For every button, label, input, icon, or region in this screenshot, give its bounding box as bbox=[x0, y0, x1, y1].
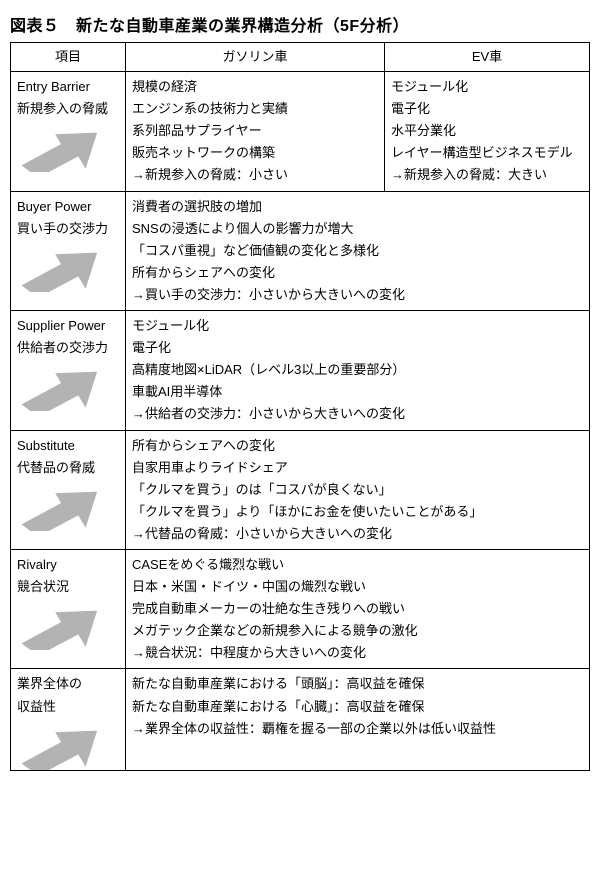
content-line: 完成自動車メーカーの壮絶な生き残りへの戦い bbox=[132, 598, 583, 620]
header-gasoline: ガソリン車 bbox=[126, 43, 385, 72]
content-line: 所有からシェアへの変化 bbox=[132, 262, 583, 284]
row-label-jp: 収益性 bbox=[17, 696, 119, 718]
content-line: レイヤー構造型ビジネスモデル bbox=[391, 142, 583, 164]
content-line: 高精度地図×LiDAR（レベル3以上の重要部分） bbox=[132, 359, 583, 381]
row-label-cell: Buyer Power買い手の交渉力 bbox=[11, 191, 126, 310]
analysis-table: 項目 ガソリン車 EV車 Entry Barrier新規参入の脅威 規模の経済エ… bbox=[10, 42, 590, 771]
trend-arrow-icon bbox=[17, 365, 107, 407]
row-label-en: Substitute bbox=[17, 435, 119, 457]
content-line: 電子化 bbox=[132, 337, 583, 359]
content-line: →新規参入の脅威：小さい bbox=[132, 164, 378, 186]
table-row: 業界全体の収益性 新たな自動車産業における「頭脳」：高収益を確保新たな自動車産業… bbox=[11, 669, 590, 770]
merged-cell: モジュール化電子化高精度地図×LiDAR（レベル3以上の重要部分）車載AI用半導… bbox=[126, 311, 590, 430]
content-line: 消費者の選択肢の増加 bbox=[132, 196, 583, 218]
content-line: SNSの浸透により個人の影響力が増大 bbox=[132, 218, 583, 240]
content-line: →業界全体の収益性：覇権を握る一部の企業以外は低い収益性 bbox=[132, 718, 583, 740]
row-label-jp: 買い手の交渉力 bbox=[17, 218, 119, 240]
gasoline-cell: 規模の経済エンジン系の技術力と実績系列部品サプライヤー販売ネットワークの構築→新… bbox=[126, 72, 385, 191]
row-label-en: Entry Barrier bbox=[17, 76, 119, 98]
trend-arrow-icon bbox=[17, 126, 107, 168]
row-label-en: Rivalry bbox=[17, 554, 119, 576]
row-label-jp: 競合状況 bbox=[17, 576, 119, 598]
row-label-en: Buyer Power bbox=[17, 196, 119, 218]
row-label-jp: 代替品の脅威 bbox=[17, 457, 119, 479]
table-row: Entry Barrier新規参入の脅威 規模の経済エンジン系の技術力と実績系列… bbox=[11, 72, 590, 191]
row-label-cell: Supplier Power供給者の交渉力 bbox=[11, 311, 126, 430]
table-row: Rivalry競合状況 CASEをめぐる熾烈な戦い日本・米国・ドイツ・中国の熾烈… bbox=[11, 549, 590, 668]
content-line: 日本・米国・ドイツ・中国の熾烈な戦い bbox=[132, 576, 583, 598]
figure-title: 図表５ 新たな自動車産業の業界構造分析（5F分析） bbox=[10, 12, 590, 36]
content-line: 水平分業化 bbox=[391, 120, 583, 142]
trend-arrow-icon bbox=[17, 485, 107, 527]
content-line: 「クルマを買う」のは「コスパが良くない」 bbox=[132, 479, 583, 501]
content-line: 販売ネットワークの構築 bbox=[132, 142, 378, 164]
header-item: 項目 bbox=[11, 43, 126, 72]
row-label-cell: Substitute代替品の脅威 bbox=[11, 430, 126, 549]
content-line: 車載AI用半導体 bbox=[132, 381, 583, 403]
trend-arrow-icon bbox=[17, 604, 107, 646]
row-label-cell: 業界全体の収益性 bbox=[11, 669, 126, 770]
row-label-en: Supplier Power bbox=[17, 315, 119, 337]
row-label-cell: Entry Barrier新規参入の脅威 bbox=[11, 72, 126, 191]
content-line: 電子化 bbox=[391, 98, 583, 120]
merged-cell: 所有からシェアへの変化自家用車よりライドシェア「クルマを買う」のは「コスパが良く… bbox=[126, 430, 590, 549]
trend-arrow-icon bbox=[17, 246, 107, 288]
header-ev: EV車 bbox=[385, 43, 590, 72]
content-line: 「コスパ重視」など価値観の変化と多様化 bbox=[132, 240, 583, 262]
ev-cell: モジュール化電子化水平分業化レイヤー構造型ビジネスモデル→新規参入の脅威：大きい bbox=[385, 72, 590, 191]
trend-arrow-icon bbox=[17, 724, 107, 766]
table-row: Substitute代替品の脅威 所有からシェアへの変化自家用車よりライドシェア… bbox=[11, 430, 590, 549]
content-line: 自家用車よりライドシェア bbox=[132, 457, 583, 479]
merged-cell: CASEをめぐる熾烈な戦い日本・米国・ドイツ・中国の熾烈な戦い完成自動車メーカー… bbox=[126, 549, 590, 668]
content-line: 規模の経済 bbox=[132, 76, 378, 98]
row-label-jp: 供給者の交渉力 bbox=[17, 337, 119, 359]
row-label-jp: 新規参入の脅威 bbox=[17, 98, 119, 120]
merged-cell: 新たな自動車産業における「頭脳」：高収益を確保新たな自動車産業における「心臓」：… bbox=[126, 669, 590, 770]
row-label-en: 業界全体の bbox=[17, 673, 119, 695]
table-header-row: 項目 ガソリン車 EV車 bbox=[11, 43, 590, 72]
content-line: →買い手の交渉力：小さいから大きいへの変化 bbox=[132, 284, 583, 306]
content-line: 新たな自動車産業における「心臓」：高収益を確保 bbox=[132, 696, 583, 718]
content-line: →新規参入の脅威：大きい bbox=[391, 164, 583, 186]
content-line: 系列部品サプライヤー bbox=[132, 120, 378, 142]
content-line: 所有からシェアへの変化 bbox=[132, 435, 583, 457]
content-line: 新たな自動車産業における「頭脳」：高収益を確保 bbox=[132, 673, 583, 695]
content-line: →供給者の交渉力：小さいから大きいへの変化 bbox=[132, 403, 583, 425]
content-line: エンジン系の技術力と実績 bbox=[132, 98, 378, 120]
content-line: モジュール化 bbox=[391, 76, 583, 98]
table-row: Buyer Power買い手の交渉力 消費者の選択肢の増加SNSの浸透により個人… bbox=[11, 191, 590, 310]
table-row: Supplier Power供給者の交渉力 モジュール化電子化高精度地図×LiD… bbox=[11, 311, 590, 430]
merged-cell: 消費者の選択肢の増加SNSの浸透により個人の影響力が増大「コスパ重視」など価値観… bbox=[126, 191, 590, 310]
row-label-cell: Rivalry競合状況 bbox=[11, 549, 126, 668]
content-line: メガテック企業などの新規参入による競争の激化 bbox=[132, 620, 583, 642]
content-line: モジュール化 bbox=[132, 315, 583, 337]
content-line: →競合状況：中程度から大きいへの変化 bbox=[132, 642, 583, 664]
content-line: 「クルマを買う」より「ほかにお金を使いたいことがある」 bbox=[132, 501, 583, 523]
content-line: CASEをめぐる熾烈な戦い bbox=[132, 554, 583, 576]
content-line: →代替品の脅威：小さいから大きいへの変化 bbox=[132, 523, 583, 545]
